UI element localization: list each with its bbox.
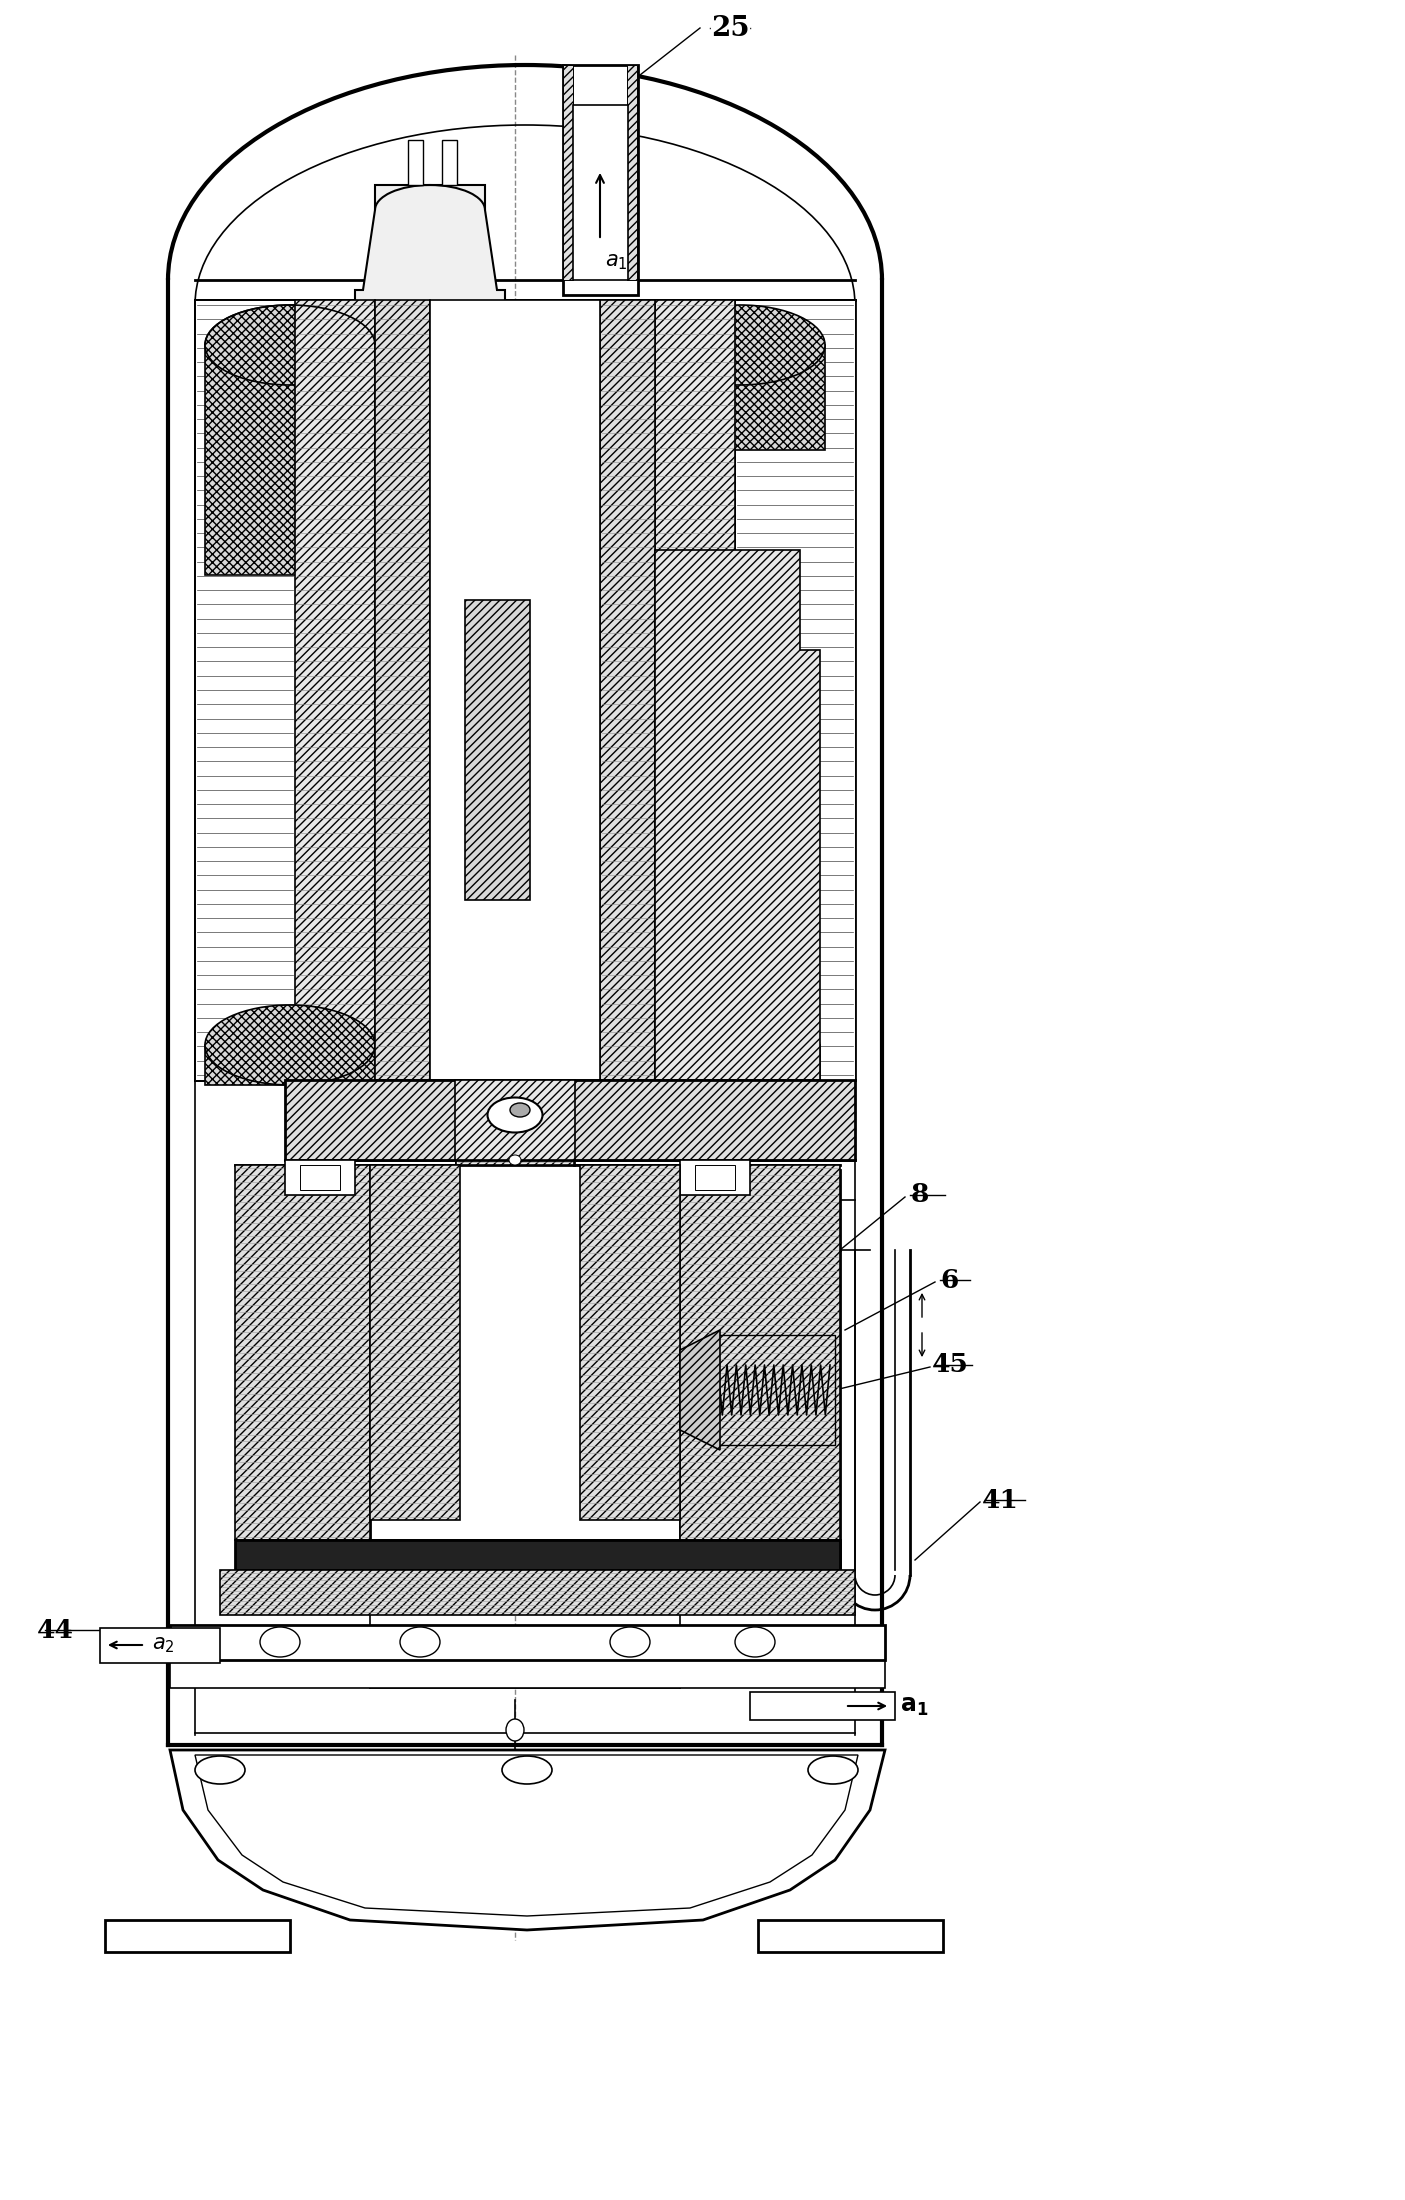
Polygon shape xyxy=(655,345,825,451)
Bar xyxy=(285,1080,856,1159)
Bar xyxy=(655,299,735,1080)
Bar xyxy=(680,1166,840,1540)
Ellipse shape xyxy=(488,1098,542,1133)
Polygon shape xyxy=(655,1045,821,1085)
Bar xyxy=(465,601,530,900)
Bar xyxy=(680,1159,750,1195)
Bar xyxy=(235,1540,840,1571)
Ellipse shape xyxy=(400,1628,440,1657)
Bar xyxy=(221,1571,856,1615)
Ellipse shape xyxy=(510,1102,530,1118)
Polygon shape xyxy=(355,185,504,319)
Ellipse shape xyxy=(655,1005,819,1085)
Bar xyxy=(457,1080,575,1166)
Bar xyxy=(370,1166,459,1520)
Bar xyxy=(563,66,573,279)
Bar xyxy=(735,299,856,1080)
Text: 41: 41 xyxy=(982,1487,1019,1514)
Bar xyxy=(170,1661,885,1687)
Text: 45: 45 xyxy=(932,1353,968,1377)
Text: 8: 8 xyxy=(910,1184,929,1208)
Polygon shape xyxy=(170,1749,885,1929)
Bar xyxy=(455,1080,575,1159)
Ellipse shape xyxy=(260,1628,301,1657)
Ellipse shape xyxy=(509,1155,521,1166)
Bar xyxy=(580,1166,680,1520)
Bar xyxy=(285,1159,355,1195)
Ellipse shape xyxy=(610,1628,651,1657)
Ellipse shape xyxy=(205,1005,375,1085)
Bar xyxy=(695,1166,735,1190)
Bar xyxy=(301,1166,340,1190)
Bar xyxy=(105,1921,289,1951)
Polygon shape xyxy=(205,1045,375,1085)
Text: 25: 25 xyxy=(711,15,749,42)
Bar xyxy=(627,66,636,279)
Polygon shape xyxy=(195,1756,858,1916)
Polygon shape xyxy=(680,1331,719,1450)
Ellipse shape xyxy=(205,306,375,385)
Ellipse shape xyxy=(808,1756,858,1784)
Bar xyxy=(195,299,295,1080)
Ellipse shape xyxy=(655,306,825,385)
Polygon shape xyxy=(205,345,375,574)
Bar xyxy=(295,299,375,1080)
Bar xyxy=(375,299,430,1080)
Bar xyxy=(170,1626,885,1661)
Ellipse shape xyxy=(195,1756,244,1784)
Text: 6: 6 xyxy=(941,1267,960,1294)
Ellipse shape xyxy=(506,1718,524,1740)
Bar xyxy=(443,141,457,185)
Ellipse shape xyxy=(735,1628,776,1657)
Text: $\mathbf{a_1}$: $\mathbf{a_1}$ xyxy=(901,1694,929,1718)
Bar xyxy=(750,1692,895,1720)
Bar xyxy=(235,1166,370,1540)
Bar xyxy=(600,299,655,1080)
Bar xyxy=(100,1628,221,1663)
Text: 44: 44 xyxy=(37,1617,73,1643)
Bar xyxy=(715,1335,835,1445)
Bar xyxy=(430,299,600,1080)
Text: $a_1$: $a_1$ xyxy=(606,253,628,273)
Bar xyxy=(370,1166,680,1540)
Bar xyxy=(573,106,628,279)
Polygon shape xyxy=(655,550,821,1080)
Bar xyxy=(407,141,423,185)
Text: $a_2$: $a_2$ xyxy=(152,1635,174,1654)
Ellipse shape xyxy=(502,1756,552,1784)
Bar xyxy=(563,66,638,295)
Bar xyxy=(759,1921,943,1951)
